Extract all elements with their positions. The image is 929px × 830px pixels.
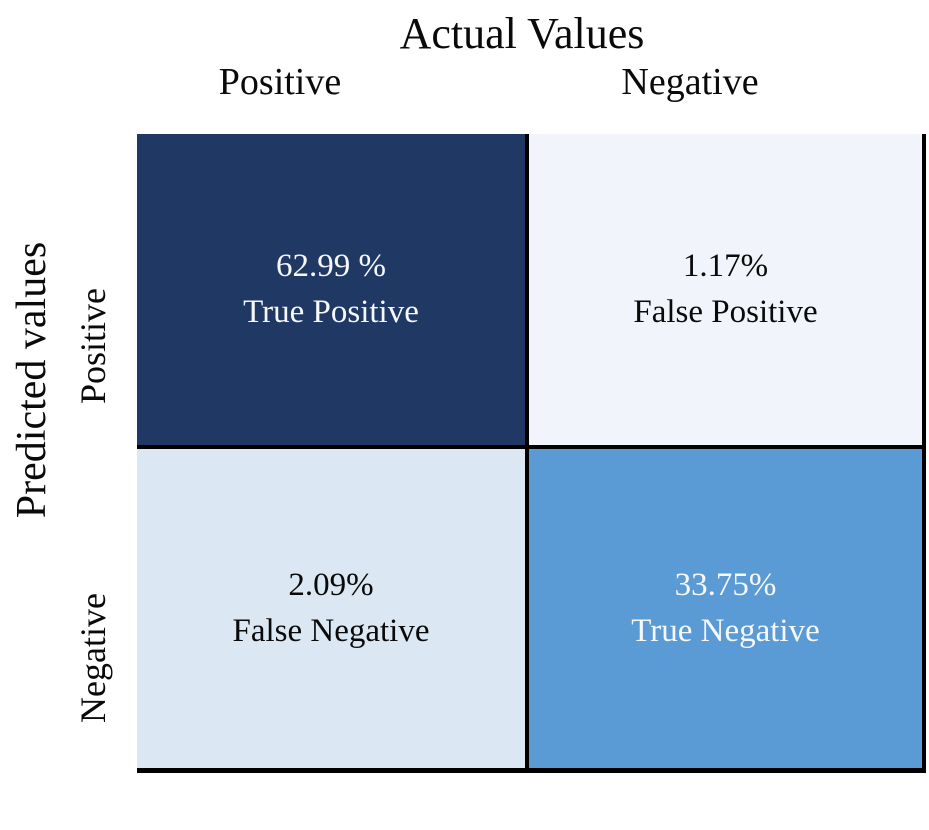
cell-label: False Positive <box>633 293 818 330</box>
row-label-predicted-positive: Positive <box>73 287 113 405</box>
cell-label: False Negative <box>232 612 430 649</box>
cell-label: True Negative <box>631 612 820 649</box>
column-label-actual-positive: Positive <box>218 61 342 103</box>
cell-label: True Positive <box>243 293 419 330</box>
column-label-actual-negative: Negative <box>621 61 759 103</box>
cell-percent: 33.75% <box>674 566 777 603</box>
cell-false-negative: 2.09% False Negative <box>137 449 525 768</box>
cell-percent: 62.99 % <box>276 247 386 284</box>
cell-percent: 1.17% <box>682 247 769 284</box>
cell-percent: 2.09% <box>288 566 374 603</box>
y-axis-title: Predicted values <box>9 241 55 519</box>
confusion-matrix-grid: 62.99 % True Positive 1.17% False Positi… <box>137 134 926 773</box>
cell-true-positive: 62.99 % True Positive <box>137 134 525 445</box>
row-label-predicted-negative: Negative <box>73 593 113 723</box>
cell-false-positive: 1.17% False Positive <box>529 134 922 445</box>
cell-true-negative: 33.75% True Negative <box>529 449 922 768</box>
chart-title: Actual Values <box>399 9 645 58</box>
